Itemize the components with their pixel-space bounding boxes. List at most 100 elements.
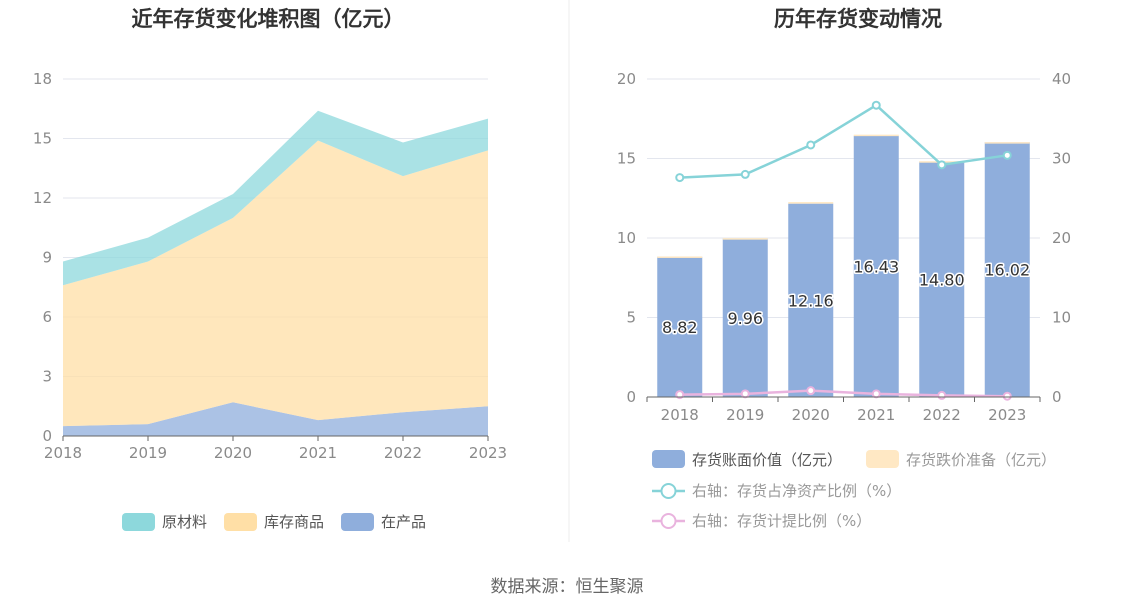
bar-book-value bbox=[657, 256, 703, 397]
line-point bbox=[937, 390, 947, 400]
line-point bbox=[1002, 391, 1012, 401]
area-series bbox=[63, 140, 488, 427]
legend-item[interactable]: 在产品 bbox=[341, 513, 426, 531]
left-legend[interactable]: 原材料 库存商品 在产品 bbox=[122, 513, 426, 531]
line-point bbox=[1002, 150, 1012, 160]
bar-impairment bbox=[657, 256, 703, 258]
line-point bbox=[675, 390, 685, 400]
legend-label: 右轴：存货计提比例（%） bbox=[692, 512, 871, 530]
line-point bbox=[871, 100, 881, 110]
x-tick-label: 2020 bbox=[792, 406, 830, 424]
legend-label: 存货账面价值（亿元） bbox=[692, 451, 842, 469]
area-series bbox=[63, 110, 488, 286]
x-tick-label: 2020 bbox=[214, 444, 252, 462]
bar-impairment bbox=[788, 202, 834, 204]
line-point bbox=[740, 169, 750, 179]
bar-value-label: 8.82 bbox=[662, 318, 698, 337]
bar-value-label: 16.02 bbox=[984, 261, 1030, 280]
y-tick-label: 9 bbox=[42, 249, 52, 267]
legend-label: 原材料 bbox=[162, 513, 207, 531]
line-point bbox=[937, 160, 947, 170]
legend-swatch bbox=[122, 513, 155, 531]
bar-book-value bbox=[722, 238, 768, 397]
bar-value-label: 9.96 bbox=[727, 309, 763, 328]
legend-item[interactable]: 库存商品 bbox=[224, 513, 324, 531]
x-tick-label: 2023 bbox=[988, 406, 1026, 424]
area-series bbox=[63, 402, 488, 436]
bar-impairment bbox=[722, 238, 768, 240]
bar-value-label: 12.16 bbox=[788, 291, 834, 310]
y-left-tick-label: 15 bbox=[617, 150, 636, 168]
right-line-series bbox=[675, 100, 1012, 401]
left-x-axis: 2018 2019 2020 2021 2022 2023 bbox=[44, 435, 507, 462]
x-tick-label: 2021 bbox=[857, 406, 895, 424]
y-right-tick-label: 0 bbox=[1052, 388, 1062, 406]
line-point bbox=[740, 389, 750, 399]
x-tick-label: 2022 bbox=[384, 444, 422, 462]
bar-value-label: 16.43 bbox=[853, 257, 899, 276]
right-legend[interactable]: 存货账面价值（亿元） 存货跌价准备（亿元） 右轴：存货占净资产比例（%） 右轴：存货计… bbox=[652, 450, 1056, 530]
y-left-tick-label: 20 bbox=[617, 70, 636, 88]
legend-label: 存货跌价准备（亿元） bbox=[906, 451, 1056, 469]
line-point bbox=[806, 386, 816, 396]
y-left-tick-label: 5 bbox=[626, 309, 636, 327]
bar-book-value bbox=[853, 135, 899, 397]
y-tick-label: 15 bbox=[33, 130, 52, 148]
y-left-tick-label: 0 bbox=[626, 388, 636, 406]
bar-impairment bbox=[853, 134, 899, 137]
y-tick-label: 0 bbox=[42, 427, 52, 445]
right-x-axis: 2018 2019 2020 2021 2022 2023 bbox=[646, 396, 1041, 424]
right-gridlines bbox=[647, 78, 1040, 398]
legend-item[interactable]: 右轴：存货计提比例（%） bbox=[652, 512, 871, 530]
y-tick-label: 18 bbox=[33, 70, 52, 88]
legend-item[interactable]: 存货跌价准备（亿元） bbox=[866, 450, 1056, 469]
bar-book-value bbox=[919, 161, 965, 397]
legend-swatch bbox=[341, 513, 374, 531]
y-tick-label: 12 bbox=[33, 189, 52, 207]
legend-swatch bbox=[866, 450, 899, 468]
x-tick-label: 2019 bbox=[726, 406, 764, 424]
legend-swatch bbox=[224, 513, 257, 531]
right-bar-labels: 8.82 9.96 12.16 16.43 14.80 16.02 bbox=[660, 256, 1031, 338]
stacked-area-chart: 近年存货变化堆积图（亿元） 0 3 6 9 12 15 18 2018 2019 2020 202… bbox=[33, 7, 507, 531]
legend-label: 右轴：存货占净资产比例（%） bbox=[692, 482, 901, 500]
legend-item[interactable]: 右轴：存货占净资产比例（%） bbox=[652, 482, 901, 500]
line-inventory-net-assets-ratio bbox=[679, 103, 1008, 179]
y-left-tick-label: 10 bbox=[617, 229, 636, 247]
legend-item[interactable]: 存货账面价值（亿元） bbox=[652, 450, 842, 469]
legend-label: 库存商品 bbox=[264, 513, 324, 531]
right-chart-title: 历年存货变动情况 bbox=[774, 7, 942, 31]
legend-marker bbox=[660, 513, 677, 529]
left-chart-title: 近年存货变化堆积图（亿元） bbox=[132, 7, 405, 31]
bar-book-value bbox=[788, 203, 834, 397]
y-tick-label: 3 bbox=[42, 368, 52, 386]
right-bar-series bbox=[657, 134, 1030, 397]
bar-value-label: 14.80 bbox=[919, 270, 965, 289]
x-tick-label: 2021 bbox=[299, 444, 337, 462]
bar-book-value bbox=[984, 142, 1030, 397]
y-right-tick-label: 20 bbox=[1052, 229, 1071, 247]
left-y-axis: 0 3 6 9 12 15 18 bbox=[33, 70, 52, 445]
line-point bbox=[675, 173, 685, 183]
x-tick-label: 2022 bbox=[923, 406, 961, 424]
legend-marker bbox=[660, 483, 677, 499]
x-tick-label: 2019 bbox=[129, 444, 167, 462]
legend-swatch bbox=[652, 450, 685, 468]
legend-label: 在产品 bbox=[381, 513, 426, 531]
line-point bbox=[871, 389, 881, 399]
x-tick-label: 2018 bbox=[44, 444, 82, 462]
line-point bbox=[806, 140, 816, 150]
x-tick-label: 2018 bbox=[661, 406, 699, 424]
y-right-tick-label: 30 bbox=[1052, 150, 1071, 168]
bar-line-combo-chart: 历年存货变动情况 8.82 9.96 12.16 16.43 14.80 16.02 0 5… bbox=[617, 7, 1071, 530]
y-right-tick-label: 40 bbox=[1052, 70, 1071, 88]
x-tick-label: 2023 bbox=[469, 444, 507, 462]
left-area-series bbox=[63, 110, 488, 436]
y-right-tick-label: 10 bbox=[1052, 309, 1071, 327]
line-provision-ratio bbox=[679, 389, 1008, 398]
bar-impairment bbox=[984, 142, 1030, 144]
y-tick-label: 6 bbox=[42, 308, 52, 326]
legend-item[interactable]: 原材料 bbox=[122, 513, 207, 531]
right-axes: 0 5 10 15 20 0 10 20 30 40 bbox=[617, 70, 1071, 406]
